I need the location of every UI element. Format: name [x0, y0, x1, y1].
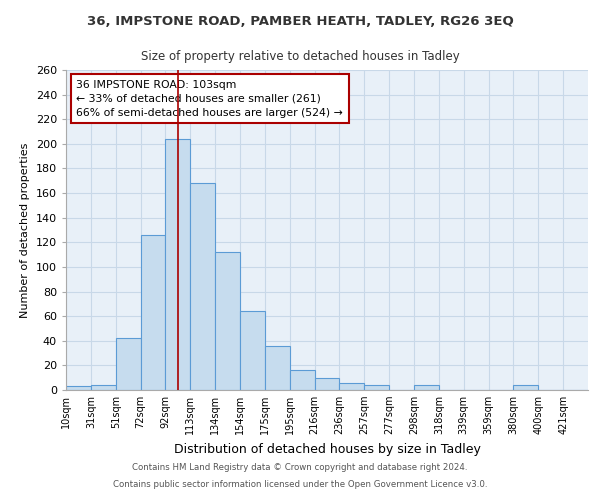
Bar [290, 370, 314, 390]
Bar [364, 385, 389, 390]
Bar [414, 385, 439, 390]
Bar [314, 378, 340, 390]
Bar [514, 385, 538, 390]
Y-axis label: Number of detached properties: Number of detached properties [20, 142, 30, 318]
Text: 36, IMPSTONE ROAD, PAMBER HEATH, TADLEY, RG26 3EQ: 36, IMPSTONE ROAD, PAMBER HEATH, TADLEY,… [86, 15, 514, 28]
Bar [340, 382, 364, 390]
Text: Contains HM Land Registry data © Crown copyright and database right 2024.: Contains HM Land Registry data © Crown c… [132, 464, 468, 472]
Text: 36 IMPSTONE ROAD: 103sqm
← 33% of detached houses are smaller (261)
66% of semi-: 36 IMPSTONE ROAD: 103sqm ← 33% of detach… [76, 80, 343, 118]
Bar [215, 252, 240, 390]
X-axis label: Distribution of detached houses by size in Tadley: Distribution of detached houses by size … [173, 442, 481, 456]
Text: Contains public sector information licensed under the Open Government Licence v3: Contains public sector information licen… [113, 480, 487, 489]
Text: Size of property relative to detached houses in Tadley: Size of property relative to detached ho… [140, 50, 460, 63]
Bar [265, 346, 290, 390]
Bar [240, 311, 265, 390]
Bar [116, 338, 140, 390]
Bar [166, 139, 190, 390]
Bar [140, 235, 166, 390]
Bar [190, 183, 215, 390]
Bar [91, 385, 116, 390]
Bar [66, 386, 91, 390]
